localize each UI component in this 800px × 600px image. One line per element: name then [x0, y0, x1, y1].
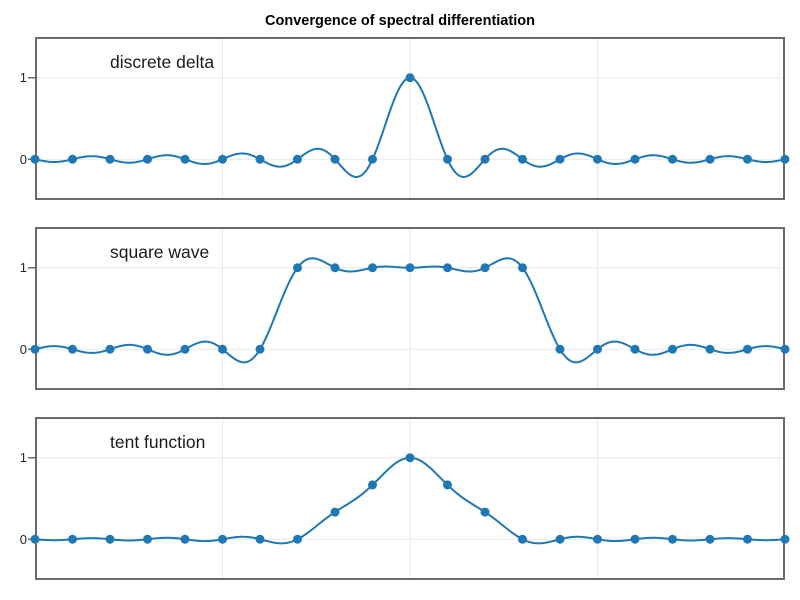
plot-area-tent-function — [28, 417, 790, 580]
subplot-square-wave: 1 0 square wave — [20, 227, 790, 390]
subplot-label-discrete-delta: discrete delta — [110, 52, 215, 72]
subplot-label-square-wave: square wave — [110, 242, 210, 262]
subplot-label-tent-function: tent function — [110, 432, 206, 452]
plot-area-square-wave — [28, 227, 790, 390]
y-tick-label-1: 1 — [19, 260, 27, 276]
y-tick-label-0: 0 — [19, 151, 27, 167]
y-tick-label-0: 0 — [19, 341, 27, 357]
plot-area-discrete-delta — [28, 37, 790, 200]
y-tick-label-1: 1 — [19, 450, 27, 466]
subplot-discrete-delta: 1 0 discrete delta — [20, 37, 790, 200]
subplot-tent-function: 1 0 tent function — [20, 417, 790, 580]
y-tick-label-1: 1 — [19, 70, 27, 86]
figure-title: Convergence of spectral differentiation — [265, 13, 535, 29]
y-tick-label-0: 0 — [19, 531, 27, 547]
